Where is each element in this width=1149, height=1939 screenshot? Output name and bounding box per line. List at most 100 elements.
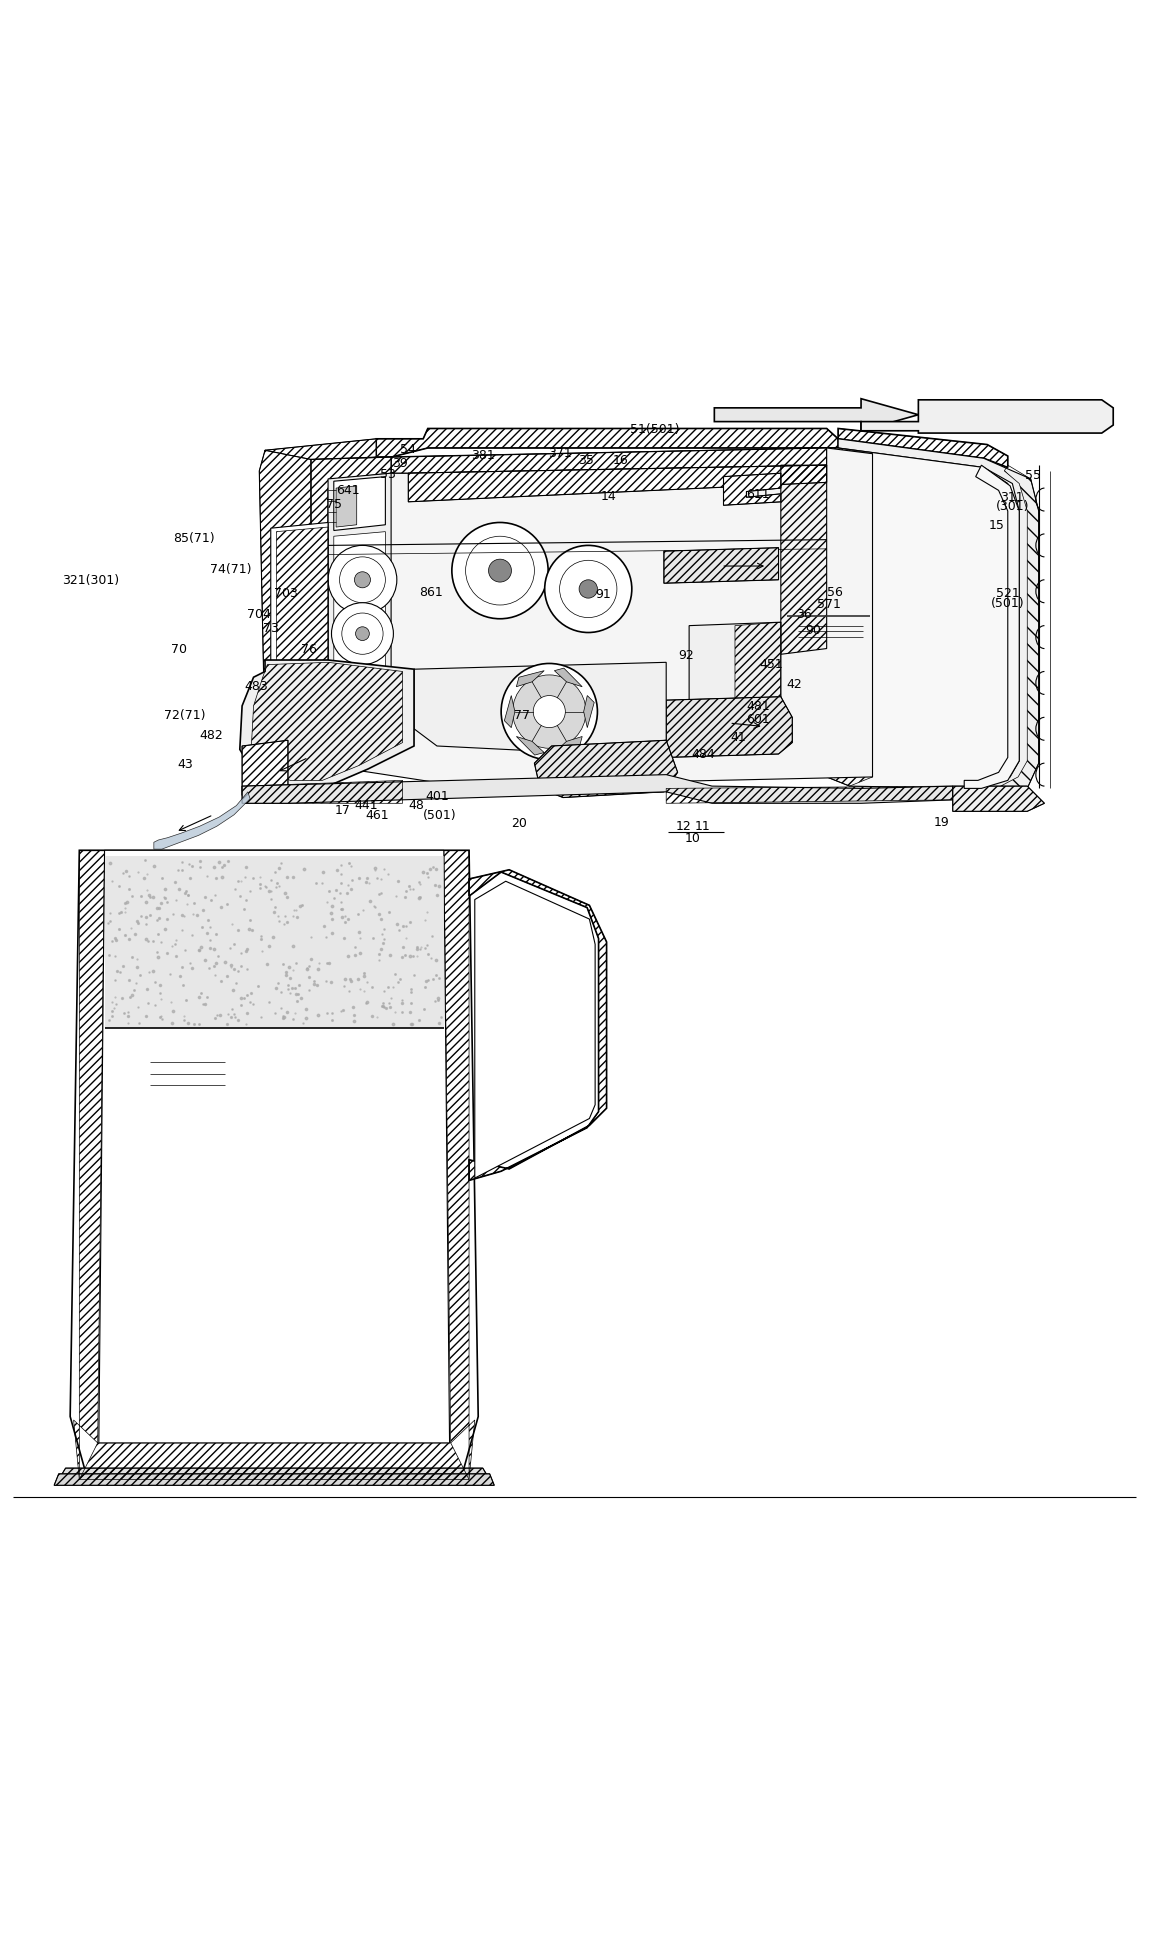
Circle shape (501, 663, 597, 760)
Text: 41: 41 (731, 731, 747, 745)
Circle shape (579, 580, 597, 597)
Text: 15: 15 (988, 520, 1004, 533)
Text: (501): (501) (423, 809, 456, 822)
Text: 90: 90 (805, 624, 820, 636)
Text: 704: 704 (247, 609, 271, 620)
Circle shape (339, 556, 385, 603)
Polygon shape (475, 880, 595, 1179)
Polygon shape (154, 791, 250, 849)
Text: (501): (501) (990, 597, 1025, 609)
Polygon shape (724, 473, 781, 506)
Circle shape (560, 560, 617, 619)
Circle shape (355, 626, 369, 640)
Polygon shape (54, 1474, 494, 1485)
Text: 43: 43 (177, 758, 193, 772)
Polygon shape (408, 465, 826, 502)
Text: 611: 611 (746, 489, 770, 502)
Polygon shape (59, 1468, 489, 1479)
Text: 73: 73 (263, 622, 279, 634)
Polygon shape (265, 438, 376, 471)
Text: 55: 55 (1025, 469, 1041, 483)
Polygon shape (105, 855, 444, 1028)
Polygon shape (414, 663, 666, 752)
Polygon shape (240, 659, 414, 785)
Text: 481: 481 (746, 700, 770, 714)
Polygon shape (99, 1028, 449, 1443)
Circle shape (341, 613, 383, 653)
Text: 20: 20 (511, 818, 527, 830)
Circle shape (533, 696, 565, 727)
Text: 311: 311 (1001, 491, 1024, 504)
Polygon shape (838, 438, 1039, 801)
Polygon shape (70, 851, 478, 1479)
Text: 14: 14 (601, 491, 617, 502)
Text: (301): (301) (995, 500, 1030, 514)
Text: 91: 91 (595, 588, 611, 601)
Text: 51(501): 51(501) (630, 423, 679, 436)
Text: 39: 39 (393, 458, 408, 469)
Text: 451: 451 (759, 657, 784, 671)
Text: 36: 36 (796, 609, 811, 620)
Polygon shape (838, 429, 1008, 467)
Text: 484: 484 (691, 748, 715, 762)
Circle shape (354, 572, 370, 588)
Circle shape (329, 545, 396, 615)
Text: 381: 381 (471, 450, 495, 463)
Text: 12: 12 (676, 820, 692, 832)
Text: 70: 70 (171, 644, 187, 655)
Text: 42: 42 (787, 677, 802, 690)
Polygon shape (689, 622, 781, 712)
Polygon shape (554, 737, 583, 752)
Polygon shape (469, 871, 607, 1181)
Polygon shape (337, 487, 356, 527)
Polygon shape (666, 696, 793, 758)
Text: 56: 56 (827, 586, 842, 599)
Text: 85(71): 85(71) (173, 531, 215, 545)
Polygon shape (311, 458, 391, 758)
Text: 19: 19 (933, 816, 949, 830)
Polygon shape (953, 785, 1044, 811)
Text: 92: 92 (678, 650, 694, 661)
Polygon shape (329, 473, 391, 752)
Circle shape (452, 522, 548, 619)
Polygon shape (554, 669, 583, 686)
Polygon shape (99, 851, 449, 1443)
Text: 703: 703 (273, 588, 298, 599)
Polygon shape (504, 696, 515, 727)
Polygon shape (242, 741, 288, 795)
Text: 641: 641 (336, 485, 360, 498)
Text: 601: 601 (746, 712, 770, 725)
Polygon shape (584, 696, 594, 727)
Polygon shape (534, 741, 678, 797)
Text: 321(301): 321(301) (62, 574, 119, 588)
Text: 16: 16 (612, 454, 629, 467)
Polygon shape (260, 450, 311, 764)
Circle shape (545, 545, 632, 632)
Text: 401: 401 (425, 789, 449, 803)
Polygon shape (964, 465, 1019, 789)
Text: 74(71): 74(71) (210, 562, 252, 576)
Polygon shape (516, 671, 545, 686)
Text: 441: 441 (354, 799, 378, 812)
Polygon shape (391, 448, 826, 473)
Polygon shape (334, 477, 385, 531)
Text: 483: 483 (244, 681, 268, 692)
Polygon shape (826, 448, 1012, 789)
Text: 77: 77 (514, 710, 530, 721)
Circle shape (512, 675, 586, 748)
Text: 11: 11 (695, 820, 711, 832)
Circle shape (488, 558, 511, 582)
Polygon shape (516, 737, 545, 754)
Polygon shape (311, 448, 872, 785)
Text: 371: 371 (548, 446, 571, 460)
Text: 571: 571 (817, 597, 841, 611)
Text: 48: 48 (408, 799, 424, 812)
Polygon shape (664, 547, 779, 584)
Text: 76: 76 (301, 644, 316, 655)
Polygon shape (715, 399, 918, 430)
Text: 521: 521 (996, 588, 1019, 599)
Text: 861: 861 (419, 586, 444, 599)
Polygon shape (334, 531, 385, 748)
Circle shape (332, 603, 393, 665)
Text: 75: 75 (326, 498, 341, 512)
